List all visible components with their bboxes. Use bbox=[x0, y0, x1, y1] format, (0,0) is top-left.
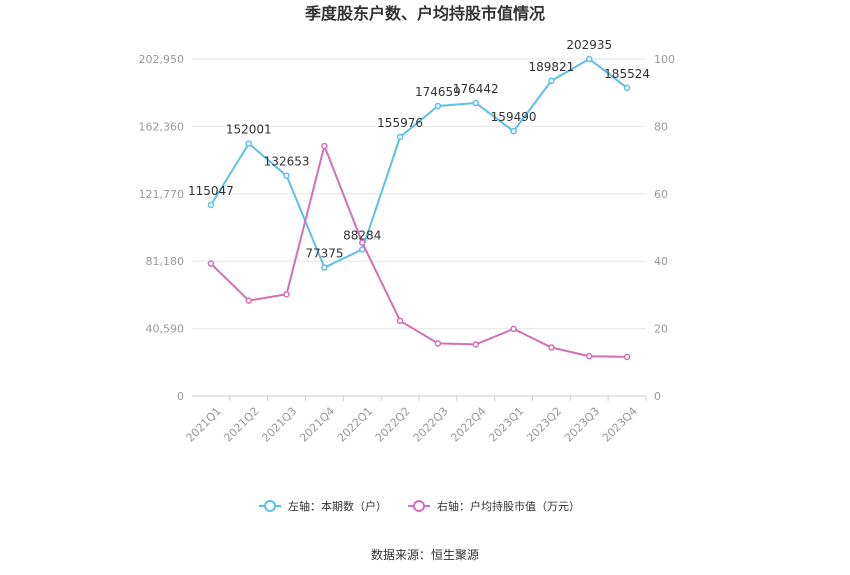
data-point bbox=[548, 344, 555, 351]
x-tick-label: 2023Q2 bbox=[524, 405, 564, 445]
right-tick-label: 80 bbox=[654, 120, 668, 133]
data-label: 88284 bbox=[343, 228, 381, 242]
data-label: 159490 bbox=[491, 110, 537, 124]
data-label: 174659 bbox=[415, 85, 461, 99]
series-line-2 bbox=[210, 142, 628, 358]
chart-title: 季度股东户数、户均持股市值情况 bbox=[304, 4, 545, 23]
x-tick-label: 2022Q3 bbox=[411, 405, 451, 445]
x-tick-label: 2021Q3 bbox=[259, 405, 299, 445]
x-tick-label: 2022Q1 bbox=[335, 405, 375, 445]
x-tick-label: 2023Q1 bbox=[486, 405, 526, 445]
data-label: 152001 bbox=[226, 123, 272, 137]
left-tick-label: 202,950 bbox=[139, 53, 185, 66]
right-axis: 0 20 40 60 80 100 bbox=[654, 53, 675, 403]
data-point bbox=[321, 142, 328, 150]
left-tick-label: 40,590 bbox=[146, 323, 185, 336]
right-tick-label: 40 bbox=[654, 255, 668, 268]
right-tick-label: 100 bbox=[654, 53, 675, 66]
data-label: 155976 bbox=[377, 116, 423, 130]
x-tick-label: 2021Q2 bbox=[221, 405, 261, 445]
grid-lines bbox=[192, 58, 646, 330]
data-point bbox=[359, 239, 366, 246]
data-point bbox=[623, 353, 631, 361]
data-label: 189821 bbox=[529, 60, 575, 74]
data-label: 185524 bbox=[604, 67, 650, 81]
data-point bbox=[396, 317, 404, 325]
data-point bbox=[548, 77, 555, 85]
x-tick-label: 2021Q1 bbox=[184, 405, 224, 445]
series-layer bbox=[207, 55, 631, 361]
right-tick-label: 20 bbox=[654, 323, 668, 336]
data-point bbox=[283, 172, 290, 179]
data-point bbox=[396, 133, 404, 141]
left-tick-label: 121,770 bbox=[139, 188, 185, 201]
right-tick-label: 0 bbox=[654, 390, 661, 403]
data-point bbox=[434, 102, 442, 110]
data-point bbox=[283, 290, 290, 298]
data-point bbox=[434, 340, 442, 347]
data-label: 176442 bbox=[453, 82, 499, 96]
data-label: 202935 bbox=[566, 38, 612, 52]
right-tick-label: 60 bbox=[654, 188, 668, 201]
legend: 左轴：本期数（户） 右轴：户均持股市值（万元） bbox=[259, 499, 580, 513]
data-point bbox=[245, 140, 252, 147]
data-point bbox=[207, 201, 215, 209]
data-point bbox=[510, 127, 517, 135]
source-note: 数据来源：恒生聚源 bbox=[371, 547, 479, 562]
x-axis: 2021Q12021Q22021Q32021Q42022Q12022Q22022… bbox=[184, 395, 647, 445]
legend-swatch-marker bbox=[413, 500, 425, 512]
data-label: 77375 bbox=[305, 247, 343, 261]
x-tick-label: 2022Q4 bbox=[448, 405, 488, 445]
data-point bbox=[623, 84, 631, 92]
left-tick-label: 162,360 bbox=[139, 120, 185, 133]
data-point bbox=[586, 352, 593, 360]
data-point bbox=[586, 55, 593, 63]
legend-swatch-marker bbox=[264, 500, 276, 512]
data-point bbox=[207, 260, 215, 267]
series-line-1 bbox=[210, 57, 628, 269]
data-point bbox=[472, 99, 479, 107]
data-point bbox=[245, 297, 252, 304]
x-tick-label: 2021Q4 bbox=[297, 405, 337, 445]
data-label: 132653 bbox=[264, 155, 310, 169]
data-point bbox=[472, 341, 479, 348]
left-tick-label: 81,180 bbox=[146, 255, 185, 268]
left-tick-label: 0 bbox=[177, 390, 184, 403]
data-label: 115047 bbox=[188, 184, 234, 198]
left-axis: 0 40,590 81,180 121,770 162,360 202,950 bbox=[139, 53, 185, 403]
legend-label: 左轴：本期数（户） bbox=[288, 499, 387, 513]
data-point bbox=[510, 325, 517, 333]
data-point bbox=[321, 264, 328, 271]
legend-label: 右轴：户均持股市值（万元） bbox=[437, 499, 580, 513]
x-tick-label: 2023Q3 bbox=[562, 405, 602, 445]
x-tick-label: 2022Q2 bbox=[373, 405, 413, 445]
x-tick-label: 2023Q4 bbox=[600, 405, 640, 445]
